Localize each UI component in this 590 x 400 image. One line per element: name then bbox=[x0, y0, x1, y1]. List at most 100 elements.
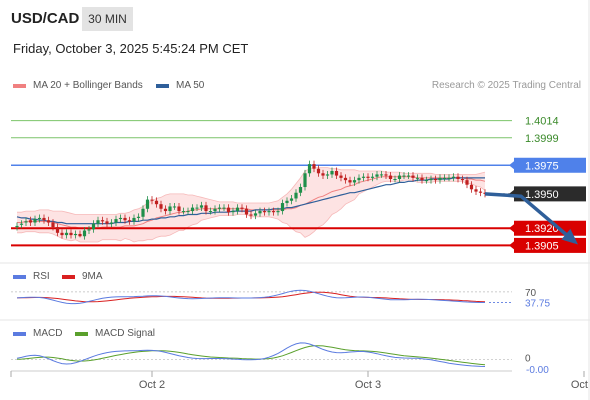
rsi-current-label: 37.75 bbox=[525, 299, 550, 310]
candle-body bbox=[163, 208, 168, 212]
chart-datetime: Friday, October 3, 2025 5:45:24 PM CET bbox=[13, 41, 249, 56]
legend-rsi-ma: 9MA bbox=[62, 271, 103, 282]
candle-body bbox=[442, 177, 447, 179]
candle-body bbox=[204, 205, 208, 212]
candle-body bbox=[91, 223, 96, 230]
candle-body bbox=[55, 227, 60, 233]
legend-macd-signal-swatch bbox=[75, 331, 88, 336]
legend-rsi-ma-swatch bbox=[62, 274, 75, 279]
candle-body bbox=[285, 200, 289, 204]
legend-ma50-label: MA 50 bbox=[176, 80, 205, 91]
candle-body bbox=[447, 177, 451, 179]
candle-body bbox=[303, 173, 307, 188]
macd-zero-label: 0 bbox=[525, 353, 531, 364]
candle-body bbox=[451, 176, 456, 178]
candle-body bbox=[87, 229, 91, 231]
macd-value-bg bbox=[518, 363, 552, 375]
candle-body bbox=[424, 180, 429, 182]
candle-body bbox=[37, 217, 42, 220]
candle-body bbox=[474, 189, 478, 192]
level-badge-pivot bbox=[514, 157, 586, 173]
x-axis-label: Oct 4 bbox=[571, 379, 590, 391]
legend-rsi-ma-label: 9MA bbox=[82, 271, 103, 282]
candle-body bbox=[69, 232, 73, 236]
level-badge-pointer bbox=[509, 241, 514, 250]
candle-body bbox=[73, 233, 78, 236]
candle-body bbox=[262, 211, 267, 213]
candle-body bbox=[168, 206, 172, 212]
legend-rsi-swatch bbox=[13, 274, 26, 279]
candle-body bbox=[375, 174, 379, 177]
symbol-title: USD/CAD bbox=[11, 10, 80, 27]
candle-body bbox=[118, 217, 123, 220]
candle-body bbox=[420, 177, 424, 181]
candle-body bbox=[406, 175, 411, 177]
candle-body bbox=[330, 170, 334, 175]
candle-body bbox=[276, 211, 280, 213]
candle-body bbox=[154, 200, 159, 205]
candle-body bbox=[465, 180, 469, 185]
candle-body bbox=[132, 217, 136, 222]
macd-signal-line bbox=[16, 345, 486, 366]
candle-body bbox=[478, 191, 483, 193]
candle-body bbox=[244, 208, 249, 215]
candle-body bbox=[312, 164, 316, 169]
candle-body bbox=[24, 221, 28, 223]
candle-body bbox=[397, 175, 402, 179]
copyright-notice: Research © 2025 Trading Central bbox=[431, 80, 581, 91]
rsi-line bbox=[16, 289, 485, 305]
candle-body bbox=[190, 207, 195, 212]
legend-macd-signal-label: MACD Signal bbox=[95, 328, 156, 339]
candle-body bbox=[343, 177, 348, 181]
candle-body bbox=[235, 207, 240, 212]
candle-body bbox=[388, 175, 393, 179]
candle-body bbox=[325, 174, 330, 176]
candle-body bbox=[105, 221, 109, 224]
level-label-support: 1.3920 bbox=[525, 223, 559, 235]
legend-macd-swatch bbox=[13, 331, 26, 336]
candle-body bbox=[469, 184, 474, 190]
candle-body bbox=[159, 204, 163, 209]
candle-body bbox=[213, 208, 217, 212]
bollinger-band-fill bbox=[17, 167, 485, 242]
bollinger-upper-line bbox=[17, 167, 486, 215]
x-axis-label: Oct 3 bbox=[355, 379, 381, 391]
candle-body bbox=[280, 203, 285, 212]
legend-ma50-swatch bbox=[156, 83, 169, 88]
candle-body bbox=[321, 173, 325, 176]
rsi-level-label: 70 bbox=[525, 288, 537, 299]
candle-body bbox=[177, 206, 181, 212]
candle-body bbox=[181, 211, 186, 213]
macd-value-label: -0.00 bbox=[526, 365, 549, 376]
candle-body bbox=[253, 213, 258, 216]
candle-body bbox=[379, 174, 384, 176]
legend-ma20-label: MA 20 + Bollinger Bands bbox=[33, 80, 143, 91]
candle-body bbox=[42, 217, 46, 221]
candle-body bbox=[460, 179, 465, 181]
projection-arrow-head bbox=[561, 228, 579, 245]
candle-body bbox=[316, 168, 321, 174]
candle-body bbox=[267, 211, 271, 213]
legend-macd-label: MACD bbox=[33, 328, 63, 339]
candle-body bbox=[46, 220, 51, 223]
candle-body bbox=[123, 217, 127, 221]
candle-body bbox=[141, 208, 145, 217]
candle-body bbox=[231, 211, 235, 213]
level-badge-pointer bbox=[509, 224, 514, 233]
candle-body bbox=[429, 179, 433, 181]
candle-body bbox=[51, 222, 55, 228]
legend-rsi: RSI bbox=[13, 271, 50, 282]
candle-body bbox=[352, 180, 357, 183]
candle-body bbox=[172, 206, 177, 208]
rsi-ma-line bbox=[16, 291, 486, 303]
candle-body bbox=[249, 214, 253, 216]
candle-body bbox=[186, 211, 190, 213]
timeframe-badge[interactable]: 30 MIN bbox=[82, 7, 133, 31]
projection-arrow-line bbox=[484, 192, 577, 244]
candle-body bbox=[334, 170, 339, 176]
legend-ma20: MA 20 + Bollinger Bands bbox=[13, 80, 143, 91]
candle-body bbox=[271, 211, 276, 213]
legend-ma50: MA 50 bbox=[156, 80, 204, 91]
level-label-current: 1.3950 bbox=[525, 189, 559, 201]
